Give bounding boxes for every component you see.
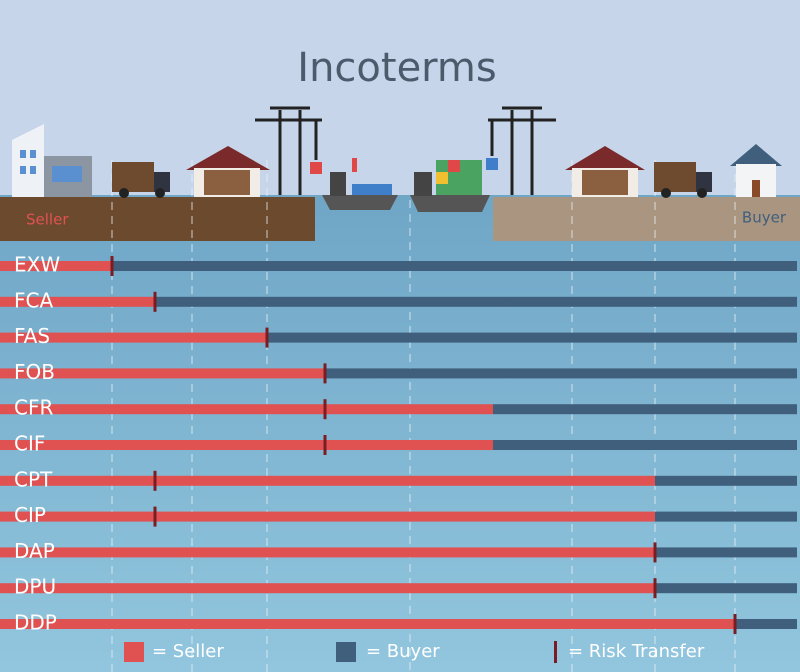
seller-bar [0, 368, 325, 379]
risk-transfer [265, 327, 269, 348]
legend-swatch [336, 642, 356, 662]
seller-bar [0, 332, 267, 343]
legend: = Seller = Buyer = Risk Transfer [124, 641, 705, 663]
term-label: CFR [14, 396, 53, 420]
term-label: EXW [14, 253, 60, 277]
risk-transfer [323, 363, 327, 384]
term-label: CIF [14, 432, 45, 456]
buyer-bar [735, 619, 797, 629]
term-label: FCA [14, 288, 53, 312]
buyer-bar [655, 511, 797, 522]
seller-bar [0, 547, 655, 558]
rows: EXW FCA FAS FOB CFR CIF CPT CIP DAP DPU DDP [0, 253, 797, 635]
warehouse-icon-buyer [565, 146, 645, 197]
ship-left [322, 158, 398, 210]
term-label: CPT [14, 467, 53, 491]
term-label: DDP [14, 611, 57, 635]
seller-bar [0, 296, 155, 307]
buyer-bar [267, 332, 797, 343]
risk-transfer [323, 399, 327, 420]
term-label: DAP [14, 539, 55, 563]
risk-transfer [153, 291, 157, 312]
buyer-bar [155, 296, 797, 307]
truck-icon [112, 162, 170, 198]
buyer-bar [493, 404, 797, 415]
crane-left [255, 106, 322, 195]
risk-transfer [323, 435, 327, 455]
seller-bar [0, 475, 655, 486]
seller-bar [0, 440, 493, 450]
risk-transfer [153, 506, 157, 527]
term-label: FOB [14, 360, 55, 384]
legend-label: = Seller [152, 641, 224, 662]
seller-bar [0, 511, 655, 522]
risk-transfer [653, 578, 657, 599]
buyer-bar [325, 368, 797, 379]
truck-icon-buyer [654, 162, 712, 198]
seller-label: Seller [26, 211, 69, 229]
legend-label: = Buyer [366, 641, 440, 662]
risk-transfer [153, 470, 157, 491]
risk-transfer [653, 542, 657, 563]
term-label: DPU [14, 575, 56, 599]
term-label: CIP [14, 503, 46, 527]
legend-swatch [124, 642, 144, 662]
buyer-label: Buyer [742, 209, 787, 227]
term-label: FAS [14, 324, 50, 348]
house-icon [730, 144, 782, 197]
buyer-bar [655, 475, 797, 486]
risk-transfer [733, 614, 737, 634]
seller-land [0, 197, 315, 241]
buyer-bar [655, 583, 797, 594]
seller-bar [0, 261, 112, 271]
legend-swatch [554, 641, 557, 663]
legend-label: = Risk Transfer [568, 641, 705, 662]
seller-bar [0, 583, 655, 594]
seller-bar [0, 404, 493, 415]
warehouse-icon [186, 146, 270, 197]
buyer-bar [112, 261, 797, 271]
crane-right [488, 106, 556, 195]
title: Incoterms [297, 45, 496, 91]
factory-icon [12, 124, 92, 197]
risk-transfer [110, 256, 114, 276]
buyer-bar [655, 547, 797, 558]
ship-right [410, 158, 498, 212]
buyer-land [493, 197, 800, 241]
seller-bar [0, 619, 735, 629]
buyer-bar [493, 440, 797, 450]
